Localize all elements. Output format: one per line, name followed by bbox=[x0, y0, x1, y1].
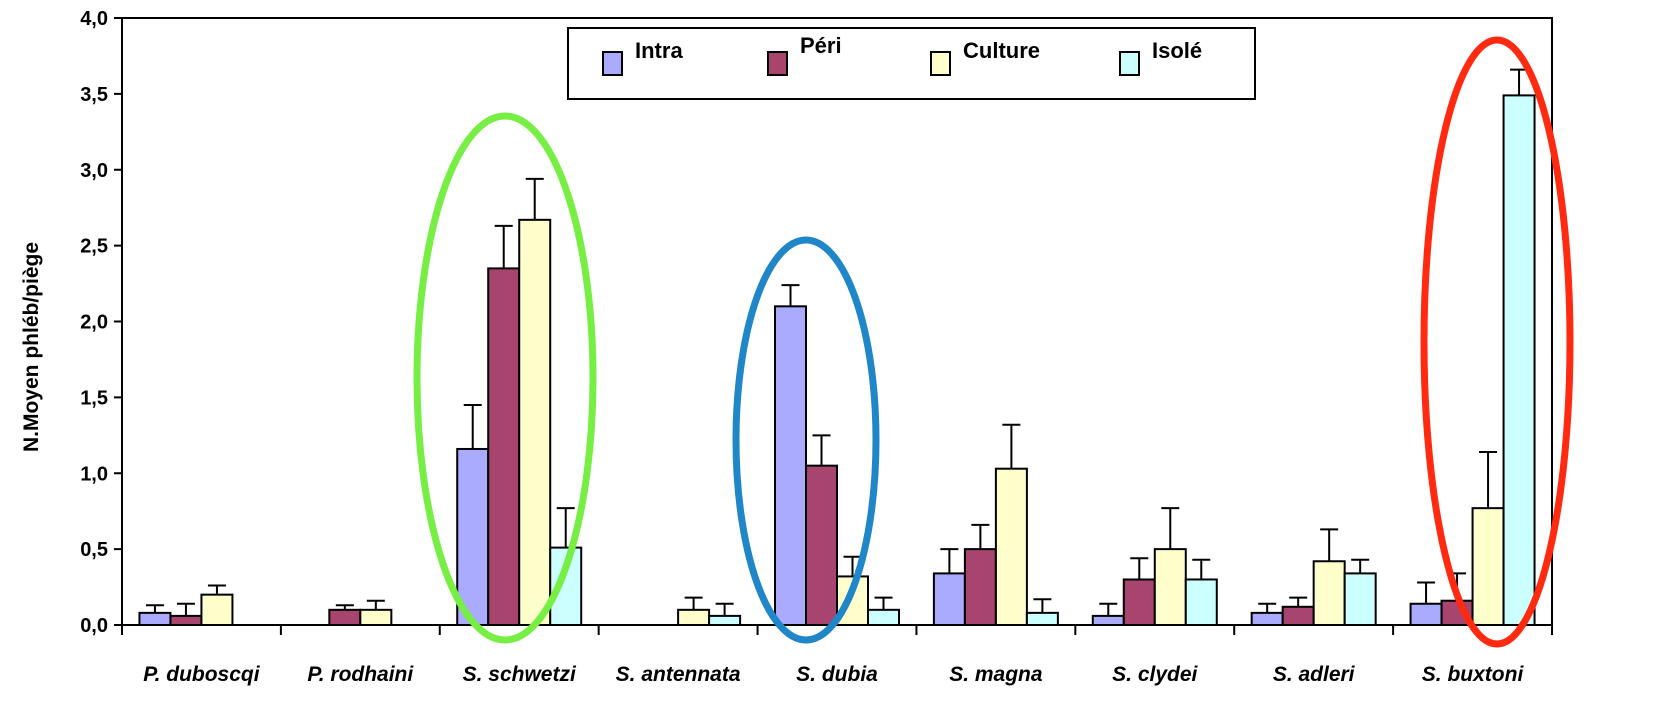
bar bbox=[708, 614, 742, 627]
x-tick-label: S. buxtoni bbox=[1422, 663, 1525, 686]
bar bbox=[1471, 507, 1505, 626]
bar bbox=[1502, 94, 1536, 626]
y-axis: 0,0 0,5 1,0 1,5 2,0 2,5 3,0 3,5 4,0 bbox=[80, 8, 122, 637]
legend-label: Péri bbox=[800, 33, 842, 58]
highlight-ellipse-group bbox=[413, 36, 1574, 648]
x-tick-label: S. adleri bbox=[1273, 663, 1356, 686]
y-tick-label: 1,0 bbox=[80, 463, 108, 485]
bar bbox=[1091, 614, 1125, 627]
y-tick-label: 2,0 bbox=[80, 312, 108, 334]
bar bbox=[456, 447, 490, 626]
x-tick-label: S. magna bbox=[949, 663, 1043, 686]
bar bbox=[963, 548, 997, 626]
y-tick-label: 2,5 bbox=[80, 236, 108, 258]
legend-swatch bbox=[602, 51, 623, 76]
y-tick-label: 4,0 bbox=[80, 8, 108, 30]
x-tick-label: S. clydei bbox=[1112, 663, 1198, 686]
bar bbox=[867, 608, 900, 627]
legend-label: Culture bbox=[963, 38, 1040, 63]
bar bbox=[138, 611, 172, 626]
x-tick-label: S. dubia bbox=[796, 663, 878, 686]
highlight-ellipse bbox=[732, 236, 880, 644]
bar bbox=[1250, 611, 1284, 626]
legend-label: Isolé bbox=[1152, 38, 1202, 63]
x-tick-label: P. rodhaini bbox=[307, 663, 414, 686]
bar bbox=[1153, 548, 1187, 626]
bar bbox=[1025, 611, 1059, 626]
legend-swatch bbox=[1119, 51, 1140, 76]
bar bbox=[169, 614, 203, 627]
bar bbox=[328, 608, 362, 627]
bar bbox=[487, 267, 521, 626]
bar bbox=[359, 608, 393, 627]
y-axis-title: N.Moyen phléb/piège bbox=[20, 242, 43, 452]
legend: Intra Péri Culture Isolé bbox=[567, 27, 1256, 100]
y-tick-label: 0,0 bbox=[80, 615, 108, 637]
bar bbox=[805, 464, 838, 626]
highlight-ellipse bbox=[1420, 36, 1574, 648]
x-axis: P. duboscqi P. rodhaini S. schwetzi S. ante… bbox=[121, 625, 1553, 686]
bar bbox=[200, 593, 234, 627]
bar bbox=[518, 218, 552, 626]
bar bbox=[774, 305, 807, 626]
x-tick-label: S. schwetzi bbox=[463, 663, 577, 686]
bar bbox=[994, 467, 1028, 627]
y-tick-label: 3,0 bbox=[80, 160, 108, 182]
y-tick-label: 1,5 bbox=[80, 387, 108, 409]
y-tick-label: 3,5 bbox=[80, 84, 108, 106]
legend-swatch bbox=[930, 51, 951, 76]
bar bbox=[677, 608, 711, 627]
x-tick-label: P. duboscqi bbox=[143, 663, 260, 686]
x-tick-label: S. antennata bbox=[616, 663, 741, 686]
bar bbox=[1184, 578, 1218, 626]
bar bbox=[1409, 602, 1443, 627]
legend-label: Intra bbox=[635, 38, 683, 63]
bar bbox=[932, 572, 966, 627]
legend-box bbox=[567, 27, 1256, 100]
legend-swatch bbox=[767, 51, 788, 76]
bar bbox=[1343, 572, 1377, 627]
error-bar-group bbox=[145, 68, 1529, 616]
bar bbox=[1122, 578, 1156, 626]
highlight-ellipse bbox=[413, 112, 597, 644]
bar bbox=[1312, 560, 1346, 627]
bar bbox=[1281, 605, 1315, 626]
y-tick-label: 0,5 bbox=[80, 539, 108, 561]
